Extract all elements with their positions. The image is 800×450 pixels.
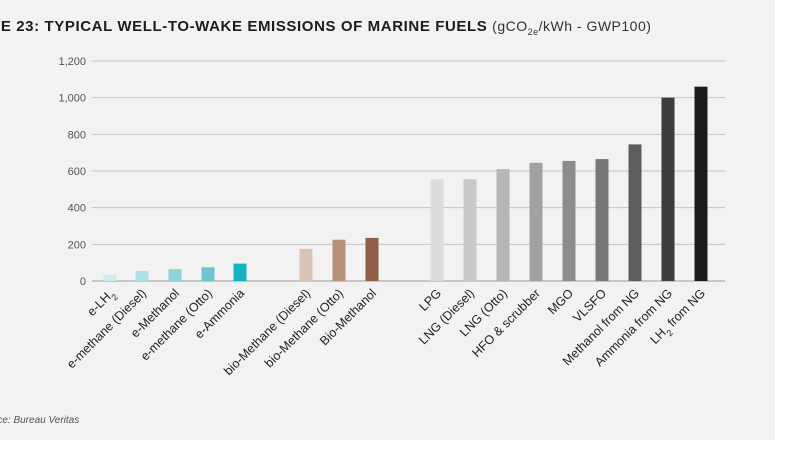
- bar-bio-methane-diesel-: [299, 248, 313, 281]
- bar-bio-methanol: [365, 237, 379, 281]
- bar-e-methanol: [168, 269, 182, 281]
- x-category-label: LPG: [417, 286, 445, 314]
- bar-ammonia-from-ng: [661, 97, 675, 282]
- bar-mgo: [562, 160, 576, 281]
- bar-lng-diesel-: [463, 179, 477, 281]
- y-tick-label: 400: [68, 203, 86, 215]
- bar-lng-otto-: [496, 169, 510, 281]
- unit-subscript: 2e: [527, 26, 539, 37]
- chart-title-text: URE 23: TYPICAL WELL-TO-WAKE EMISSIONS O…: [0, 18, 488, 35]
- bar-vlsfo: [595, 159, 609, 281]
- unit-suffix: /kWh - GWP100): [538, 18, 652, 34]
- y-tick-label: 0: [80, 276, 86, 288]
- bar-e-methane-diesel-: [135, 270, 149, 281]
- unit-prefix: (gCO: [492, 18, 528, 34]
- y-axis-ticks: 0 200 400 600 800 1,000 1,200: [58, 56, 86, 288]
- bars: [103, 86, 708, 282]
- bar-methanol-from-ng: [628, 144, 642, 281]
- y-tick-label: 600: [68, 166, 86, 178]
- y-tick-label: 800: [68, 129, 86, 141]
- chart-title-unit: (gCO2e/kWh - GWP100): [492, 18, 652, 37]
- bar-hfo-scrubber: [529, 162, 543, 281]
- y-tick-label: 1,200: [58, 56, 86, 68]
- chart-title: URE 23: TYPICAL WELL-TO-WAKE EMISSIONS O…: [0, 18, 651, 37]
- chart-panel: [0, 0, 775, 440]
- bar-lpg: [430, 179, 444, 281]
- y-tick-label: 200: [68, 239, 86, 251]
- bar-e-ammonia: [233, 263, 247, 281]
- bar-e-lh2: [103, 274, 117, 281]
- source-note: rce: Bureau Veritas: [0, 415, 80, 426]
- bar-bio-methane-otto-: [332, 239, 346, 281]
- bar-e-methane-otto-: [201, 267, 215, 281]
- y-tick-label: 1,000: [58, 93, 86, 105]
- gridlines: [92, 60, 725, 282]
- bar-lh2-from-ng: [694, 86, 708, 282]
